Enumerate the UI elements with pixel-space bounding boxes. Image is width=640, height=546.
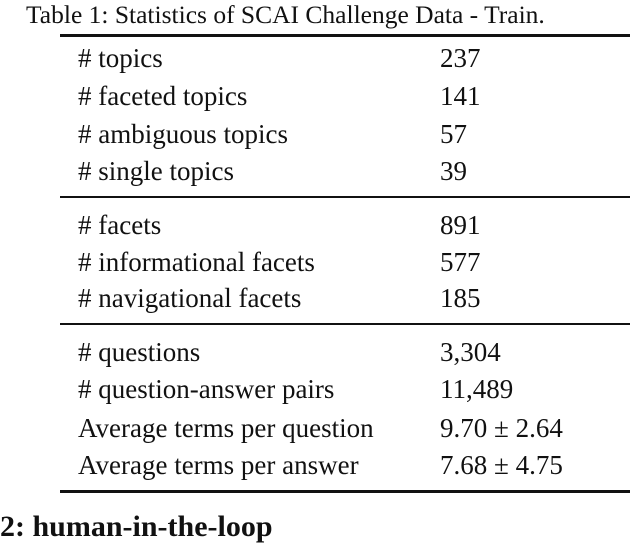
row-value: 3,304	[440, 337, 501, 367]
row-value: 185	[440, 283, 481, 313]
table-row: # faceted topics 141	[60, 78, 630, 115]
row-label: # topics	[78, 43, 163, 73]
section-heading: 2: human-in-the-loop	[0, 510, 273, 543]
table-row: # single topics 39	[60, 153, 630, 190]
row-label: # navigational facets	[78, 283, 302, 313]
row-value: 577	[440, 247, 481, 277]
row-label: Average terms per question	[78, 413, 374, 443]
table-row: # facets 891	[60, 207, 630, 244]
row-label: # ambiguous topics	[78, 119, 288, 149]
row-value: 39	[440, 156, 467, 186]
row-value: 11,489	[440, 374, 514, 404]
row-label: # informational facets	[78, 247, 315, 277]
row-value: 7.68 ± 4.75	[440, 450, 563, 480]
row-value: 57	[440, 119, 467, 149]
row-value: 141	[440, 81, 481, 111]
statistics-table: # topics 237 # faceted topics 141 # ambi…	[60, 34, 630, 494]
group-divider	[60, 196, 630, 198]
row-value: 891	[440, 210, 481, 240]
table-caption: Table 1: Statistics of SCAI Challenge Da…	[26, 0, 545, 29]
table-row: Average terms per question 9.70 ± 2.64	[60, 410, 630, 447]
table-row: # question-answer pairs 11,489	[60, 371, 630, 408]
table-top-rule	[60, 34, 630, 37]
table-row: # navigational facets 185	[60, 280, 630, 317]
table-bottom-rule	[60, 490, 630, 493]
row-value: 237	[440, 43, 481, 73]
row-label: # questions	[78, 337, 201, 367]
table-row: # topics 237	[60, 40, 630, 77]
table-row: # informational facets 577	[60, 244, 630, 281]
table-row: # questions 3,304	[60, 334, 630, 371]
table-row: Average terms per answer 7.68 ± 4.75	[60, 447, 630, 484]
table-row: # ambiguous topics 57	[60, 116, 630, 153]
row-label: # question-answer pairs	[78, 374, 335, 404]
row-label: # faceted topics	[78, 81, 248, 111]
row-value: 9.70 ± 2.64	[440, 413, 563, 443]
row-label: # single topics	[78, 156, 234, 186]
group-divider	[60, 323, 630, 325]
row-label: # facets	[78, 210, 162, 240]
row-label: Average terms per answer	[78, 450, 359, 480]
